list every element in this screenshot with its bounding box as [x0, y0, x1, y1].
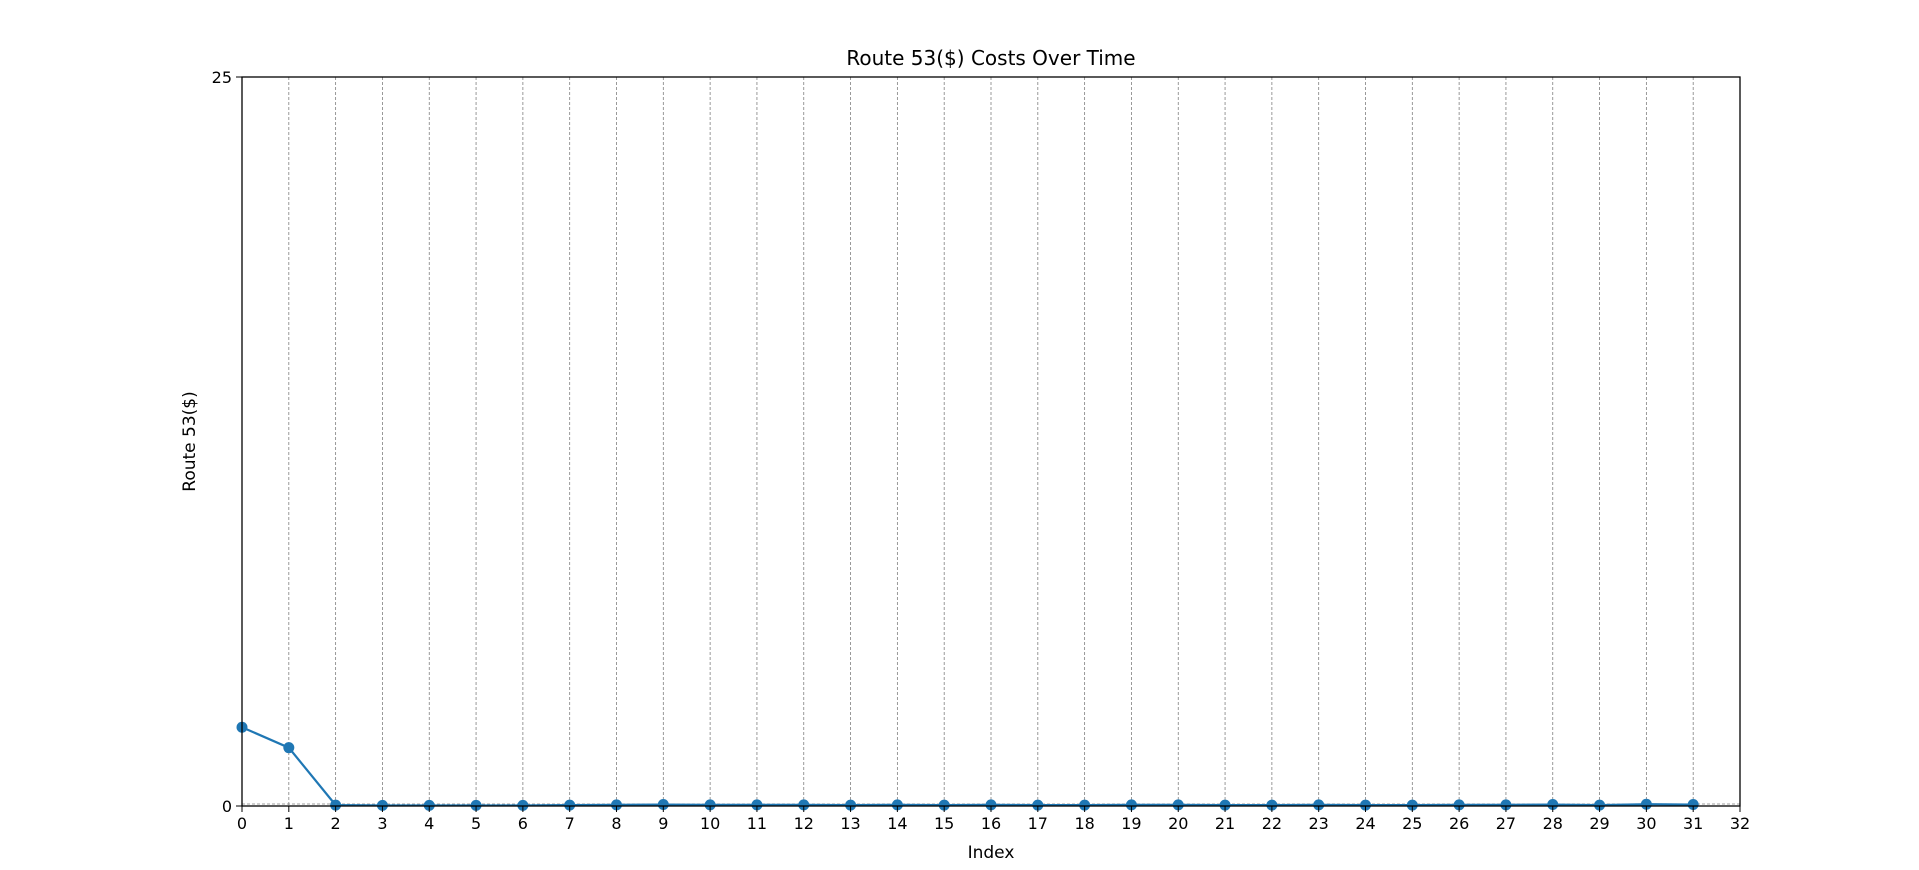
data-point — [845, 799, 857, 811]
x-tick-label: 12 — [794, 814, 814, 833]
x-tick-label: 23 — [1309, 814, 1329, 833]
series-layer — [236, 721, 1699, 811]
data-point — [1360, 799, 1371, 811]
x-tick-label: 10 — [700, 814, 720, 833]
x-tick-label: 11 — [747, 814, 767, 833]
data-point — [1547, 799, 1559, 811]
x-tick-label: 7 — [565, 814, 575, 833]
x-tick-label: 20 — [1168, 814, 1188, 833]
x-tick-label: 9 — [658, 814, 668, 833]
x-tick-label: 26 — [1449, 814, 1469, 833]
y-axis-ticks: 0 25 — [212, 68, 242, 816]
x-tick-label: 0 — [237, 814, 247, 833]
data-point — [657, 799, 669, 811]
data-point — [283, 742, 295, 754]
x-tick-label: 15 — [934, 814, 954, 833]
x-tick-label: 28 — [1543, 814, 1563, 833]
x-tick-label: 31 — [1683, 814, 1703, 833]
data-point — [1266, 799, 1278, 811]
data-point — [1406, 799, 1418, 811]
x-tick-label: 32 — [1730, 814, 1750, 833]
data-point — [1640, 798, 1652, 810]
data-point — [704, 799, 716, 811]
x-tick-label: 8 — [611, 814, 621, 833]
data-point — [891, 799, 903, 811]
x-tick-label: 24 — [1355, 814, 1375, 833]
data-point — [1313, 799, 1325, 811]
x-tick-label: 29 — [1589, 814, 1609, 833]
y-axis-title: Route 53($) — [180, 391, 200, 491]
x-tick-label: 27 — [1496, 814, 1516, 833]
x-axis-ticks: 0 1 2 3 4 5 6 7 8 9 10 11 12 13 14 15 16 17 18 19 20 21 22 23 24… — [237, 806, 1750, 833]
x-tick-label: 2 — [331, 814, 341, 833]
x-tick-label: 5 — [471, 814, 481, 833]
x-tick-label: 19 — [1121, 814, 1141, 833]
data-point — [1594, 799, 1606, 811]
data-point — [1079, 799, 1091, 811]
data-point — [1687, 799, 1699, 811]
data-point — [751, 799, 763, 811]
x-tick-label: 3 — [377, 814, 387, 833]
data-point — [1125, 799, 1137, 811]
data-point — [1172, 799, 1184, 811]
x-tick-label: 22 — [1262, 814, 1282, 833]
y-tick-label: 0 — [222, 797, 232, 816]
x-tick-label: 4 — [424, 814, 434, 833]
y-tick-label: 25 — [212, 68, 232, 87]
x-tick-label: 1 — [284, 814, 294, 833]
x-tick-label: 14 — [887, 814, 907, 833]
data-point — [1453, 799, 1465, 811]
x-tick-label: 16 — [981, 814, 1001, 833]
x-tick-label: 25 — [1402, 814, 1422, 833]
x-tick-label: 17 — [1028, 814, 1048, 833]
data-point — [330, 799, 342, 811]
x-tick-label: 30 — [1636, 814, 1656, 833]
x-tick-label: 13 — [840, 814, 860, 833]
data-point — [1219, 799, 1231, 811]
data-point — [564, 799, 576, 811]
data-point — [1032, 799, 1044, 811]
data-point — [798, 799, 810, 811]
data-point — [611, 799, 622, 811]
chart-title: Route 53($) Costs Over Time — [846, 46, 1135, 70]
data-point — [985, 799, 997, 811]
data-point — [938, 799, 950, 811]
x-tick-label: 21 — [1215, 814, 1235, 833]
x-axis-title: Index — [968, 843, 1015, 863]
x-tick-label: 6 — [518, 814, 528, 833]
x-tick-label: 18 — [1074, 814, 1094, 833]
data-point — [1500, 799, 1512, 811]
